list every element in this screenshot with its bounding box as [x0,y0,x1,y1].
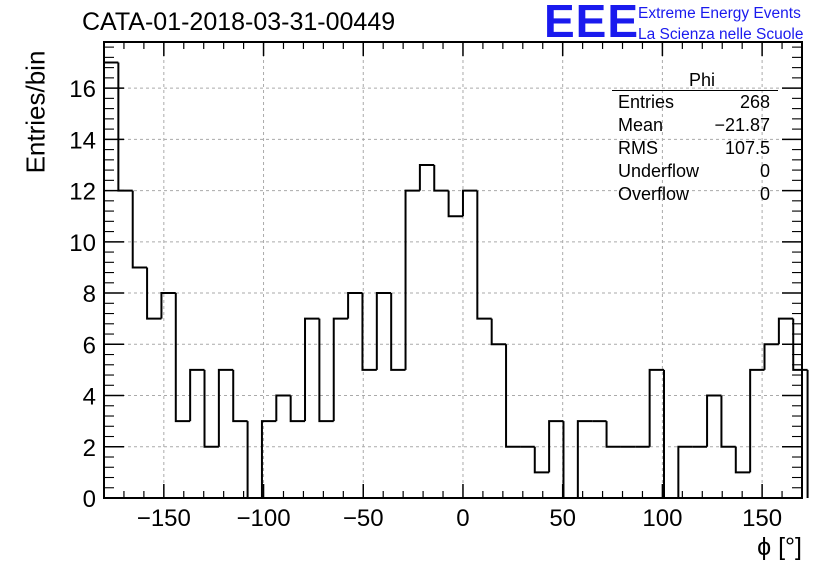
histogram-bin [576,420,593,498]
histogram-bin [734,446,751,474]
stats-box: Phi Entries 268 Mean −21.87 RMS 107.5 Un… [612,70,778,206]
stats-row-rms: RMS 107.5 [612,137,778,160]
histogram-bin [304,317,320,422]
x-axis-title: ϕ [°] [757,533,802,561]
histogram-bin [160,292,176,319]
histogram-bin [217,368,234,447]
histogram-bin [706,394,722,447]
logo-mark: EEE [544,0,640,47]
axis-ticks [103,42,803,499]
x-tick-label: −50 [343,505,384,532]
y-tick-label: 6 [83,332,96,359]
eee-logo: EEE Extreme Energy Events La Scienza nel… [544,0,834,46]
stats-row-mean: Mean −21.87 [612,114,778,137]
x-tick-label: −100 [237,505,291,532]
stats-value: 107.5 [724,138,770,158]
stats-value: 268 [739,92,770,112]
histogram-bin [189,368,205,422]
stats-label: Underflow [618,161,700,181]
histogram-bin [447,190,463,218]
stats-histogram-name: Phi [688,70,715,90]
stats-label: RMS [618,138,658,158]
stats-value: 0 [759,184,770,204]
histogram-bin [677,445,693,498]
logo-line-2: La Scienza nelle Scuole [638,26,804,43]
y-axis-title: Entries/bin [20,50,51,174]
stats-row-overflow: Overflow 0 [612,183,778,206]
histogram-bin [174,293,191,423]
histogram-bin [361,293,377,371]
histogram-bin [232,369,248,423]
y-tick-label: 12 [69,179,96,206]
histogram-bin [548,420,564,473]
histogram-bin [103,61,119,498]
x-tick-label: 50 [549,505,576,532]
y-tick-label: 0 [83,486,96,513]
tick-labels: −150 −100 −50 0 50 100 150 0 2 4 6 8 10 12 14 16 [69,76,782,532]
run-title: CATA-01-2018-03-31-00449 [82,8,396,36]
y-tick-label: 8 [83,281,96,308]
histogram-bin [332,317,349,422]
histogram-bin [418,163,435,191]
stats-value: 0 [759,161,770,181]
x-tick-label: 0 [456,505,469,532]
y-tick-label: 10 [69,230,96,257]
x-tick-label: 150 [742,505,782,532]
plot-frame [103,41,803,499]
histogram-bin [203,369,219,448]
histogram-bin [763,343,779,370]
histogram-bin [777,317,794,345]
stats-divider [612,90,778,91]
histogram-bin [131,190,148,269]
y-tick-label: 4 [83,384,96,411]
y-tick-label: 14 [69,127,96,154]
stats-row-underflow: Underflow 0 [612,160,778,183]
stats-label: Mean [618,115,664,135]
stats-label: Overflow [618,184,690,204]
stats-row-entries: Entries 268 [612,91,778,114]
histogram-bin [461,189,478,217]
histogram-bin [533,446,550,474]
histogram-bin [347,292,363,319]
histogram-bin [275,394,291,422]
x-tick-label: −150 [137,505,191,532]
y-tick-label: 2 [83,435,96,462]
histogram-bin [117,62,133,192]
y-tick-label: 16 [69,76,96,103]
histogram-bin [648,368,664,447]
histogram-bin [146,267,162,320]
histogram-bin [490,318,507,346]
histogram-bin [260,420,277,498]
histogram-bin [375,292,392,370]
x-tick-label: 100 [642,505,682,532]
histogram-bin [505,344,521,448]
stats-label: Entries [618,92,675,112]
histogram-bin [318,318,334,423]
histogram-bin [720,395,736,448]
histogram-bin [433,164,449,192]
histogram-bin [476,190,492,320]
histogram-bin [390,293,406,371]
stats-value: −21.87 [714,115,770,135]
histogram-bin [289,395,306,423]
histogram-bin [663,369,679,499]
histogram-bin [562,421,578,499]
histogram-bin [246,421,262,499]
logo-line-1: Extreme Energy Events [638,5,801,22]
histogram-bin [749,368,765,473]
histogram-bin [605,421,621,448]
histogram-bin [404,189,420,370]
